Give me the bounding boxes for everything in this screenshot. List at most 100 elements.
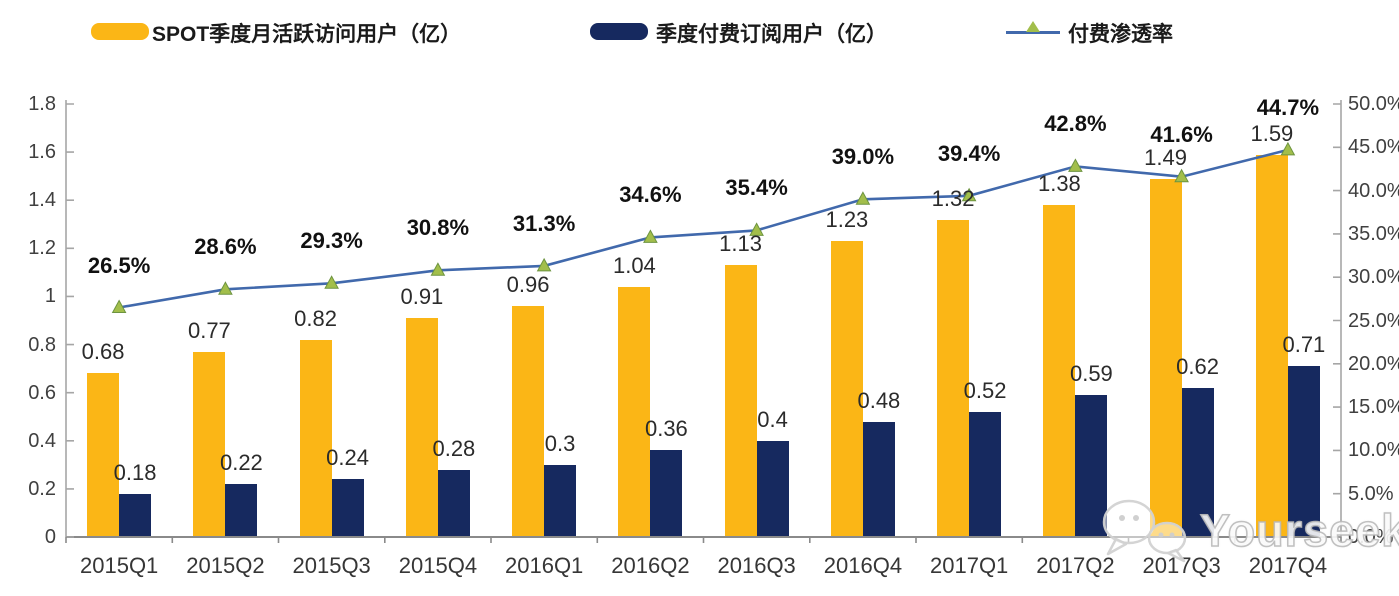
penetration-label: 44.7% [1256, 94, 1320, 120]
penetration-legend-label: 付费渗透率 [1068, 23, 1173, 46]
penetration-marker-triangle [218, 281, 233, 295]
mau-bar [724, 265, 757, 537]
subs-bar [1075, 395, 1108, 537]
y-left-tick-label: 0.8 [28, 333, 56, 356]
penetration-label: 26.5% [87, 252, 151, 278]
x-tick-label: 2016Q2 [611, 553, 690, 578]
mau-legend-swatch [91, 23, 149, 40]
penetration-marker-triangle [536, 257, 552, 272]
subs-bar [969, 411, 1002, 537]
y-left-tick-label: 0.6 [28, 381, 56, 404]
y-right-tick-label: 25.0% [1348, 309, 1399, 332]
subs-value-label: 0.18 [113, 459, 157, 485]
subs-bar [437, 469, 470, 537]
mau-value-label: 0.68 [81, 339, 125, 365]
mau-bar [512, 306, 545, 537]
watermark: Yourseeker [1096, 496, 1399, 566]
y-right-tick-label: 35.0% [1348, 222, 1399, 245]
mau-legend-label: SPOT季度月活跃访问用户（亿） [152, 23, 462, 46]
left-axis-ticks [66, 103, 74, 538]
subs-value-label: 0.52 [963, 377, 1007, 403]
y-left-tick-label: 1.6 [28, 141, 56, 164]
x-tick-label: 2016Q3 [717, 553, 796, 578]
x-tick-label: 2016Q4 [823, 553, 903, 578]
mau-value-label: 0.91 [400, 284, 444, 310]
y-left-tick-label: 0.4 [28, 429, 56, 452]
subs-bar [650, 450, 683, 537]
penetration-label: 42.8% [1044, 111, 1107, 137]
y-right-tick-label: 0.0% [1348, 526, 1394, 548]
subs-value-label: 0.3 [544, 430, 576, 456]
y-left-tick-label: 1 [44, 285, 56, 308]
y-right-tick-label: 30.0% [1348, 266, 1399, 289]
penetration-marker-triangle [430, 262, 446, 276]
y-left-tick-label: 0 [44, 526, 56, 548]
subs-value-label: 0.62 [1176, 353, 1219, 379]
x-tick-label: 2015Q4 [398, 553, 478, 578]
y-right-tick-label: 20.0% [1348, 352, 1399, 375]
penetration-marker-triangle [1068, 158, 1083, 172]
subs-value-label: 0.36 [644, 416, 688, 442]
mau-value-label: 1.49 [1144, 144, 1187, 170]
x-tick-label: 2015Q1 [80, 553, 159, 578]
mau-value-label: 1.23 [825, 207, 869, 233]
x-tick-label: 2015Q2 [186, 553, 265, 578]
mau-value-label: 1.13 [719, 231, 762, 257]
mau-value-label: 1.04 [612, 252, 656, 278]
penetration-label: 30.8% [406, 215, 470, 241]
y-right-tick-label: 50.0% [1348, 93, 1399, 115]
penetration-label: 28.6% [194, 234, 257, 260]
chat-bubbles-icon [1102, 499, 1187, 563]
y-right-tick-label: 10.0% [1348, 439, 1399, 462]
y-left-tick-label: 0.2 [28, 477, 56, 500]
right-axis-ticks [1333, 103, 1341, 538]
penetration-marker-triangle [111, 299, 127, 313]
y-left-tick-label: 1.8 [28, 93, 56, 115]
mau-value-label: 0.82 [294, 305, 337, 331]
mau-bar [405, 318, 438, 537]
mau-value-label: 1.32 [931, 185, 975, 211]
y-right-tick-label: 40.0% [1348, 179, 1399, 202]
subs-bar [331, 479, 364, 537]
mau-bar [618, 286, 651, 537]
penetration-label: 29.3% [300, 228, 363, 254]
penetration-label: 41.6% [1150, 121, 1213, 147]
penetration-marker-triangle [855, 191, 871, 205]
x-tick-label: 2017Q2 [1036, 553, 1115, 578]
penetration-marker-triangle [643, 229, 658, 243]
subs-value-label: 0.24 [326, 445, 369, 471]
mau-bar [193, 351, 226, 537]
subs-bar [1181, 387, 1214, 537]
y-left-tick-label: 1.2 [28, 237, 56, 260]
y-right-tick-label: 15.0% [1348, 396, 1399, 419]
mau-bar [299, 339, 332, 537]
x-tick-label: 2017Q4 [1248, 553, 1328, 578]
subs-value-label: 0.71 [1282, 332, 1326, 358]
subs-bar [119, 493, 152, 537]
penetration-marker-triangle [324, 275, 339, 289]
penetration-label: 39.0% [831, 144, 895, 170]
subs-bar [1287, 366, 1320, 537]
subs-bar [756, 440, 789, 537]
penetration-label: 35.4% [725, 175, 788, 201]
subs-bar [862, 421, 895, 537]
subs-value-label: 0.59 [1069, 361, 1113, 387]
x-tick-label: 2016Q1 [505, 553, 584, 578]
mau-bar [87, 373, 120, 537]
penetration-label: 31.3% [512, 210, 576, 236]
penetration-legend-triangle-icon [1026, 21, 1040, 32]
subs-value-label: 0.28 [432, 435, 476, 461]
subs-legend-swatch [590, 23, 648, 40]
subs-value-label: 0.4 [757, 406, 788, 432]
penetration-label: 34.6% [619, 182, 682, 208]
subs-value-label: 0.22 [219, 450, 263, 476]
subs-value-label: 0.48 [857, 387, 901, 413]
mau-value-label: 1.59 [1250, 120, 1294, 146]
y-right-tick-label: 5.0% [1348, 482, 1394, 505]
mau-value-label: 0.77 [187, 317, 231, 343]
subs-bar [544, 464, 577, 537]
subs-bar [225, 484, 258, 537]
mau-value-label: 0.96 [506, 272, 550, 298]
y-right-tick-label: 45.0% [1348, 136, 1399, 159]
